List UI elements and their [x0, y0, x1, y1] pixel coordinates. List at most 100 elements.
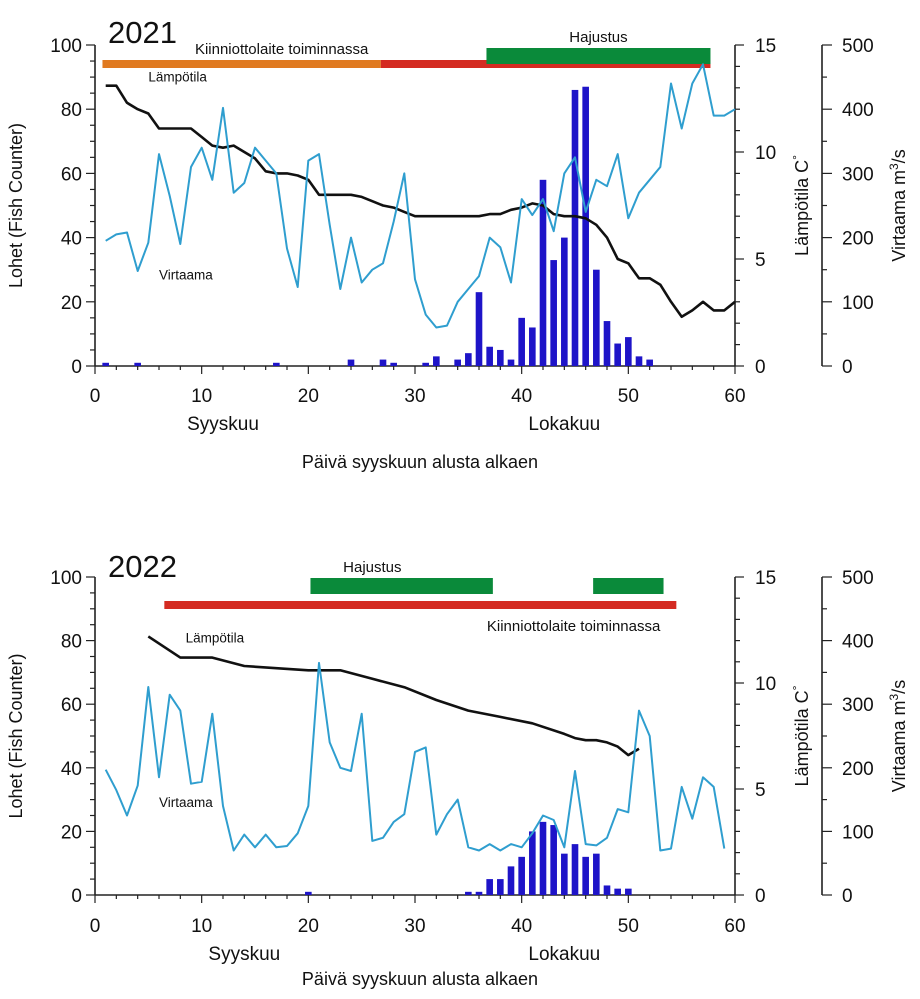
salmon-count-bar	[614, 343, 621, 366]
left-axis-tick-label: 60	[61, 164, 82, 185]
x-axis-tick-label: 50	[618, 386, 639, 407]
left-axis-tick-label: 20	[61, 822, 82, 843]
flow-axis-tick-label: 300	[842, 164, 874, 185]
period-bar	[310, 578, 493, 594]
salmon-count-bar	[593, 269, 600, 366]
period-bar-label: Hajustus	[569, 29, 627, 46]
flow-axis-title: Virtaama m3/s	[887, 149, 909, 261]
salmon-count-bar	[518, 856, 525, 895]
x-axis-tick-label: 10	[191, 916, 212, 937]
flow-axis-tick-label: 500	[842, 36, 874, 57]
temp-axis-tick-label: 5	[755, 250, 766, 271]
salmon-count-bar	[134, 362, 141, 366]
x-axis-tick-label: 40	[511, 916, 532, 937]
flow-line	[104, 661, 726, 852]
left-axis-tick-label: 80	[61, 632, 82, 653]
salmon-count-bar	[433, 356, 440, 366]
x-axis-tick-label: 30	[404, 386, 425, 407]
salmon-count-bar	[646, 359, 653, 366]
period-bar-label: Kiinniottolaite toiminnassa	[195, 41, 369, 58]
left-axis-tick-label: 20	[61, 293, 82, 314]
x-axis-tick-label: 50	[618, 916, 639, 937]
x-axis-tick-label: 10	[191, 386, 212, 407]
salmon-count-bar	[561, 853, 568, 895]
period-bar-label: Kiinniottolaite toiminnassa	[487, 618, 661, 635]
period-bar	[593, 578, 664, 594]
flow-axis-tick-label: 400	[842, 632, 874, 653]
x-axis-tick-label: 60	[724, 386, 745, 407]
flow-axis-tick-label: 500	[842, 568, 874, 589]
flow-line-label: Virtaama	[159, 795, 213, 810]
salmon-count-bar	[635, 356, 643, 366]
x-axis-tick-label: 40	[511, 386, 532, 407]
chart-panel-2021: 0 20 40 60 80 100 0 10 20 30 40 50 60 0 5 10 15 0 100 200 30…	[6, 15, 909, 472]
salmon-count-bar	[603, 321, 611, 366]
salmon-count-bar	[465, 891, 472, 895]
temperature-line	[147, 635, 640, 757]
left-axis-title: Lohet (Fish Counter)	[6, 653, 26, 818]
left-axis-title: Lohet (Fish Counter)	[6, 123, 26, 288]
salmon-count-bar	[507, 359, 515, 366]
flow-axis-tick-label: 0	[842, 357, 853, 378]
x-axis-tick-label: 0	[90, 916, 101, 937]
salmon-count-bar	[475, 891, 483, 895]
salmon-count-bar	[347, 359, 355, 366]
x-axis-tick-label: 30	[404, 916, 425, 937]
temp-axis-tick-label: 10	[755, 143, 776, 164]
salmon-count-bar	[379, 359, 387, 366]
flow-axis-tick-label: 200	[842, 759, 874, 780]
left-axis-tick-label: 100	[50, 36, 82, 57]
month-label: Syyskuu	[208, 944, 280, 965]
salmon-count-bar	[497, 349, 504, 366]
temp-axis-title: Lämpötila C°	[790, 685, 812, 786]
x-axis-title: Päivä syyskuun alusta alkaen	[302, 969, 538, 989]
left-axis-tick-label: 40	[61, 759, 82, 780]
month-label: Lokakuu	[528, 944, 600, 965]
salmon-count-bar	[582, 856, 589, 895]
left-axis-tick-label: 100	[50, 568, 82, 589]
salmon-count-bar	[561, 237, 568, 366]
flow-axis-tick-label: 400	[842, 100, 874, 121]
x-axis-tick-label: 20	[298, 386, 319, 407]
chart-year-title: 2022	[108, 549, 177, 584]
flow-axis-tick-label: 300	[842, 695, 874, 716]
flow-axis-tick-label: 100	[842, 822, 874, 843]
period-bar	[102, 60, 381, 68]
left-axis-tick-label: 60	[61, 695, 82, 716]
month-label: Syyskuu	[187, 414, 259, 435]
salmon-count-bar	[539, 179, 547, 366]
period-bar	[486, 48, 711, 64]
temp-axis-tick-label: 10	[755, 674, 776, 695]
salmon-count-bar	[486, 346, 493, 366]
temperature-line	[105, 84, 736, 319]
x-axis-tick-label: 60	[724, 916, 745, 937]
salmon-count-bar	[571, 844, 579, 895]
left-axis-tick-label: 0	[71, 886, 82, 907]
salmon-count-bar	[550, 260, 557, 366]
salmon-count-bar	[529, 327, 536, 366]
flow-axis-title: Virtaama m3/s	[887, 680, 909, 792]
salmon-count-bar	[465, 353, 472, 366]
salmon-count-bar	[603, 885, 611, 895]
salmon-count-bar	[625, 337, 632, 366]
salmon-count-bar	[305, 891, 312, 895]
salmon-count-bar	[571, 89, 579, 366]
temperature-line-label: Lämpötila	[186, 631, 245, 646]
month-label: Lokakuu	[528, 414, 600, 435]
salmon-count-bar	[475, 292, 483, 366]
flow-line	[105, 63, 736, 329]
temperature-line-label: Lämpötila	[148, 69, 207, 84]
x-axis-tick-label: 20	[298, 916, 319, 937]
left-axis-tick-label: 0	[71, 357, 82, 378]
flow-axis-tick-label: 100	[842, 293, 874, 314]
salmon-count-bar	[497, 879, 504, 895]
salmon-count-bar	[593, 853, 600, 895]
period-bar-label: Hajustus	[343, 559, 401, 576]
temp-axis-title: Lämpötila C°	[790, 155, 812, 256]
temp-axis-tick-label: 0	[755, 357, 766, 378]
salmon-count-bar	[507, 866, 515, 895]
salmon-count-bar	[529, 831, 536, 895]
chart-panel-2022: 0 20 40 60 80 100 0 10 20 30 40 50 60 0 5 10 15 0 100 200 30…	[6, 549, 909, 989]
